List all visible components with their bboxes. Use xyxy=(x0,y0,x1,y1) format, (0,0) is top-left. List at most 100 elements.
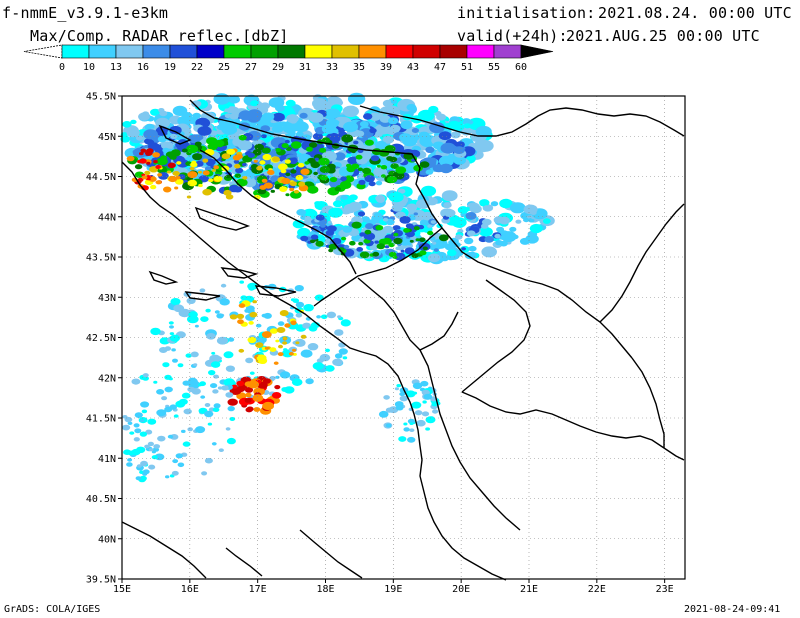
radar-echo xyxy=(312,98,328,109)
radar-echo xyxy=(383,395,390,400)
lon-label: 22E xyxy=(588,584,606,595)
radar-echo xyxy=(185,353,192,358)
radar-echo xyxy=(211,442,217,446)
radar-echo xyxy=(325,365,335,372)
colorbar-tick-label: 33 xyxy=(326,62,338,73)
radar-echo xyxy=(397,188,406,194)
radar-echo xyxy=(197,383,203,387)
radar-echo xyxy=(363,113,373,120)
radar-echo xyxy=(484,236,495,243)
radar-echo xyxy=(167,434,174,439)
lon-label: 15E xyxy=(113,584,131,595)
radar-echo xyxy=(378,149,390,157)
radar-echo xyxy=(512,234,519,240)
radar-echo xyxy=(319,174,328,181)
radar-echo xyxy=(153,380,158,384)
radar-echo xyxy=(308,142,318,148)
radar-echo xyxy=(358,241,364,246)
radar-echo xyxy=(252,300,257,304)
radar-echo xyxy=(289,181,297,187)
radar-echo xyxy=(355,154,363,160)
radar-echo xyxy=(274,385,281,390)
radar-echo xyxy=(129,431,135,435)
radar-echo xyxy=(198,170,202,174)
radar-echo xyxy=(332,358,343,366)
radar-echo xyxy=(308,112,324,123)
radar-echo xyxy=(150,327,161,336)
radar-echo xyxy=(376,196,385,203)
colorbar-segment xyxy=(277,44,306,59)
colorbar-tick-label: 47 xyxy=(434,62,446,73)
radar-echo xyxy=(139,431,148,437)
radar-echo xyxy=(494,233,501,239)
colorbar-tick-label: 0 xyxy=(59,62,65,73)
valid-label: valid(+24h): xyxy=(457,27,568,45)
radar-echo xyxy=(338,348,348,355)
radar-echo xyxy=(229,314,238,320)
radar-echo xyxy=(238,303,246,308)
radar-echo xyxy=(193,363,198,367)
radar-echo xyxy=(427,253,441,263)
radar-echo xyxy=(318,157,330,166)
radar-echo xyxy=(183,408,192,415)
radar-echo xyxy=(255,323,262,328)
radar-echo xyxy=(136,464,142,468)
radar-echo xyxy=(382,99,394,108)
radar-echo xyxy=(466,230,476,237)
radar-echo xyxy=(236,154,243,159)
radar-echo xyxy=(314,201,321,206)
radar-echo xyxy=(213,165,220,170)
colorbar-tick-label: 35 xyxy=(353,62,365,73)
radar-echo xyxy=(120,135,131,143)
radar-echo xyxy=(413,164,423,172)
island-6 xyxy=(158,124,192,145)
radar-echo xyxy=(542,218,551,224)
radar-echo xyxy=(327,220,332,224)
radar-echo xyxy=(262,401,274,411)
radar-echo xyxy=(364,175,375,183)
montenegro-border xyxy=(357,277,459,351)
radar-echo xyxy=(150,184,157,190)
colorbar-segment xyxy=(466,44,495,59)
radar-echo xyxy=(423,393,433,400)
radar-echo xyxy=(143,129,158,140)
radar-echo xyxy=(147,418,157,425)
radar-echo xyxy=(441,190,458,202)
radar-echo xyxy=(281,143,289,149)
lat-label: 42.5N xyxy=(86,333,116,344)
radar-echo xyxy=(229,113,239,120)
radar-echo xyxy=(204,166,212,171)
radar-echo xyxy=(192,112,201,119)
radar-echo xyxy=(308,325,318,332)
radar-echo xyxy=(370,155,380,162)
radar-echo xyxy=(214,310,220,314)
radar-echo xyxy=(340,195,348,200)
croatia-border xyxy=(189,99,443,307)
island-5 xyxy=(184,291,221,301)
radar-echo xyxy=(127,421,133,425)
radar-echo xyxy=(419,237,426,242)
radar-echo xyxy=(262,378,271,384)
radar-echo xyxy=(247,380,259,389)
radar-echo xyxy=(294,338,306,347)
radar-echo xyxy=(464,207,471,212)
radar-echo xyxy=(420,380,429,387)
radar-echo xyxy=(225,174,231,179)
radar-echo xyxy=(237,140,253,151)
radar-echo xyxy=(259,160,266,165)
radar-echo xyxy=(260,125,271,133)
radar-echo xyxy=(395,246,401,251)
radar-echo xyxy=(155,117,171,129)
colorbar-tick-label: 13 xyxy=(110,62,122,73)
radar-echo xyxy=(440,142,456,154)
radar-echo xyxy=(278,344,283,349)
radar-echo xyxy=(406,203,418,212)
init-value: 2021.08.24. 00:00 UTC xyxy=(598,4,792,22)
radar-echo xyxy=(199,288,206,293)
field-title: Max/Comp. RADAR reflec.[dbZ] xyxy=(30,27,289,45)
colorbar-tick-label: 51 xyxy=(461,62,473,73)
radar-echo xyxy=(313,171,318,176)
radar-echo xyxy=(169,334,180,342)
radar-echo xyxy=(249,311,258,318)
